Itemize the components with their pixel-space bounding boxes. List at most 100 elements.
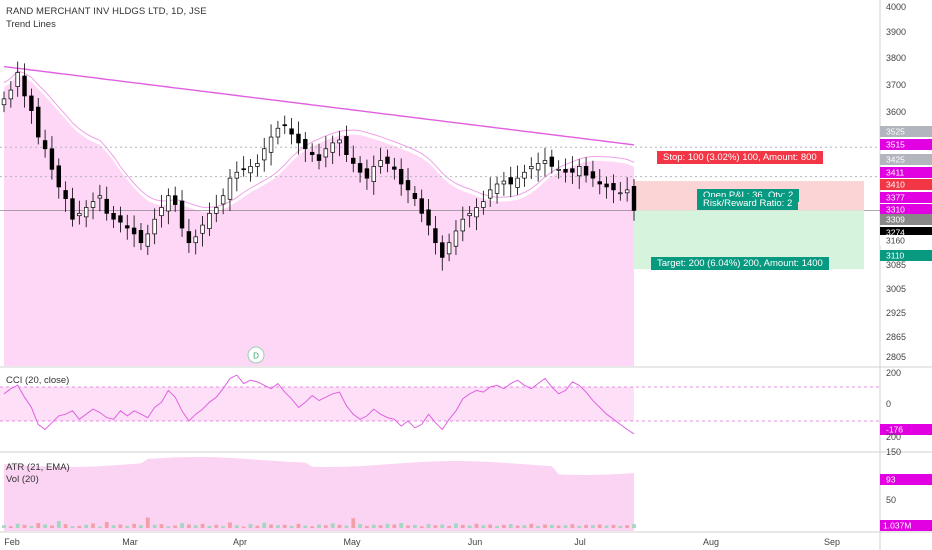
candle-body	[8, 89, 14, 100]
price-axis-tick: 2925	[886, 308, 906, 318]
stop-label[interactable]: Stop: 100 (3.02%) 100, Amount: 800	[657, 151, 823, 164]
volume-bar	[365, 525, 369, 528]
price-tag-label: 3310	[886, 205, 905, 215]
risk-reward-label[interactable]: Risk/Reward Ratio: 2	[697, 197, 799, 210]
volume-bar	[426, 524, 431, 528]
candle-body	[529, 166, 534, 170]
candle-body	[604, 183, 609, 188]
x-axis-label: Sep	[824, 537, 840, 547]
volume-bar	[282, 524, 287, 528]
candle-body	[179, 200, 185, 229]
candle-body	[357, 163, 363, 173]
price-tag	[880, 250, 932, 261]
candle-body	[220, 195, 226, 205]
candle-body	[624, 189, 630, 194]
price-tag-label: 3274	[886, 228, 905, 238]
candle-body	[364, 168, 370, 179]
volume-bar	[70, 526, 75, 528]
candle-body	[303, 139, 308, 150]
volume-bar	[50, 525, 54, 528]
cci-label: CCI (20, close)	[6, 375, 70, 386]
candle-body	[597, 181, 602, 185]
candle-body	[446, 242, 452, 255]
volume-bar	[207, 525, 212, 528]
candle-body	[412, 193, 418, 200]
price-tag	[880, 192, 932, 203]
volume-bar	[173, 525, 178, 528]
price-tag-label: 3309	[886, 215, 905, 225]
volume-bar	[385, 523, 390, 528]
candle-body	[63, 190, 68, 200]
candle-body	[440, 242, 445, 258]
volume-bar	[276, 525, 280, 528]
volume-bar	[358, 524, 362, 528]
candle-body	[405, 180, 411, 191]
price-tag	[880, 167, 932, 178]
price-tag-label: 3377	[886, 193, 905, 203]
candle-body	[337, 139, 342, 144]
candle-body	[296, 133, 301, 144]
candle-body	[262, 148, 267, 161]
volume-bar	[515, 525, 520, 528]
candle-body	[29, 95, 34, 111]
volume-bar	[419, 526, 424, 528]
volume-bar	[611, 524, 616, 528]
candle-body	[125, 225, 130, 229]
cci-value-tag	[880, 424, 932, 435]
candle-body	[282, 124, 287, 127]
volume-bar	[22, 524, 27, 528]
price-tag	[880, 235, 932, 246]
volume-bar	[549, 524, 554, 528]
candle-body	[118, 215, 123, 223]
atr-axis-tick: 50	[886, 495, 896, 505]
volume-bar	[289, 525, 294, 528]
candle-body	[1, 98, 7, 106]
candle-body	[172, 195, 178, 205]
volume-bar	[241, 526, 246, 528]
candle-body	[385, 156, 390, 164]
candle-body	[268, 136, 274, 153]
cci-band	[0, 387, 634, 421]
ema-fill-area	[4, 75, 634, 367]
candle-body	[542, 160, 548, 164]
price-tag	[880, 227, 932, 238]
candle-body	[145, 233, 151, 247]
volume-bar	[43, 524, 47, 528]
vol-label: Vol (20)	[6, 474, 39, 485]
candle-body	[611, 183, 616, 191]
price-tag-label: 3110	[886, 251, 905, 261]
volume-bar	[454, 523, 458, 528]
volume-bar	[91, 523, 95, 528]
volume-bar	[570, 524, 575, 528]
price-tag-label: 3410	[886, 180, 905, 190]
volume-bar	[317, 524, 321, 528]
volume-bar	[495, 525, 499, 528]
candle-body	[316, 154, 322, 161]
volume-bar	[543, 524, 547, 528]
volume-bar	[187, 524, 191, 528]
volume-bar	[221, 526, 225, 528]
candle-body	[487, 189, 493, 199]
volume-bar	[132, 523, 136, 528]
candle-body	[42, 140, 48, 150]
candle-body	[152, 218, 157, 235]
volume-bar	[180, 523, 184, 528]
volume-bar	[467, 525, 472, 528]
volume-bar	[193, 525, 198, 528]
volume-bar	[2, 525, 6, 528]
volume-bar	[214, 524, 219, 528]
price-axis-tick: 2865	[886, 332, 906, 342]
candle-body	[36, 106, 41, 138]
candle-body	[522, 171, 527, 179]
volume-bar	[104, 522, 109, 528]
target-label[interactable]: Target: 200 (6.04%) 200, Amount: 1400	[651, 257, 829, 270]
volume-bar	[632, 524, 636, 528]
volume-bar	[413, 524, 417, 528]
candle-body	[193, 236, 198, 244]
atr-axis-tick: 150	[886, 447, 901, 457]
volume-value-tag	[880, 520, 932, 531]
volume-bar	[502, 524, 506, 528]
volume-bar	[522, 525, 527, 528]
volume-bar	[84, 524, 89, 528]
